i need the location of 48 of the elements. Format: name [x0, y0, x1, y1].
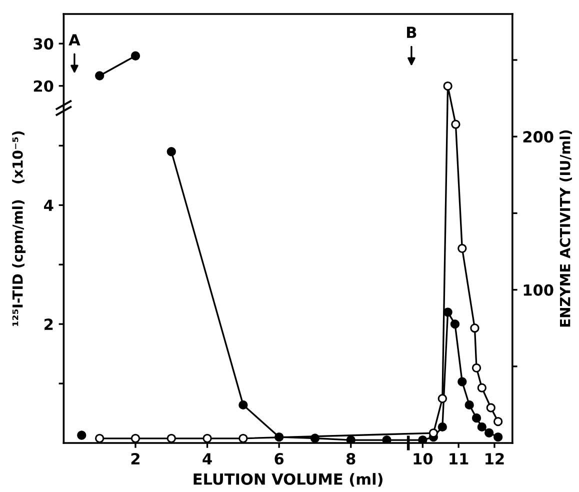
- point: [202, 434, 212, 443]
- point: [443, 81, 452, 91]
- point: [166, 434, 176, 443]
- point: [95, 434, 104, 443]
- x-tick-label: 11: [450, 453, 468, 464]
- point: [130, 434, 140, 443]
- point: [464, 400, 474, 410]
- point: [450, 319, 460, 329]
- point: [470, 324, 480, 333]
- x-tick-label: 12: [486, 452, 504, 464]
- annotation: B: [407, 26, 416, 38]
- y2-tick-label: 100: [524, 284, 554, 296]
- annotation: A: [68, 34, 80, 46]
- point: [418, 435, 428, 443]
- point: [493, 432, 503, 442]
- point: [346, 435, 356, 443]
- x-axis-title: ELUTION VOLUME (ml): [194, 473, 382, 487]
- point: [438, 394, 447, 404]
- x-tick-label: 2: [131, 452, 140, 464]
- point: [472, 413, 482, 423]
- point: [238, 400, 248, 410]
- point: [443, 308, 452, 317]
- point: [382, 435, 392, 443]
- point: [472, 363, 482, 373]
- point: [477, 383, 486, 392]
- x-tick-label: 8: [346, 452, 356, 465]
- y-tick-label: 2: [44, 318, 53, 330]
- point: [484, 428, 494, 438]
- point: [238, 434, 248, 443]
- y-tick-label: 4: [44, 200, 54, 211]
- point: [477, 422, 486, 432]
- y-tick-label: 20: [34, 80, 54, 92]
- y-axis-title: ¹²⁵I-TID (cpm/ml) (x10⁻⁵): [12, 131, 26, 326]
- point: [166, 147, 176, 156]
- x-tick-label: 4: [202, 453, 212, 464]
- point: [428, 428, 438, 438]
- y2-tick-label: 200: [523, 131, 554, 143]
- point: [438, 422, 447, 432]
- x-tick-label: 6: [274, 453, 284, 465]
- point: [493, 416, 503, 426]
- y2-axis-title: ENZYME ACTIVITY (IU/ml): [560, 130, 572, 327]
- point: [77, 430, 86, 440]
- point: [451, 120, 460, 129]
- y-tick-label: 30: [34, 38, 54, 50]
- point: [458, 377, 467, 386]
- point: [458, 244, 467, 254]
- x-tick-label: 10: [414, 452, 433, 465]
- point: [486, 403, 496, 412]
